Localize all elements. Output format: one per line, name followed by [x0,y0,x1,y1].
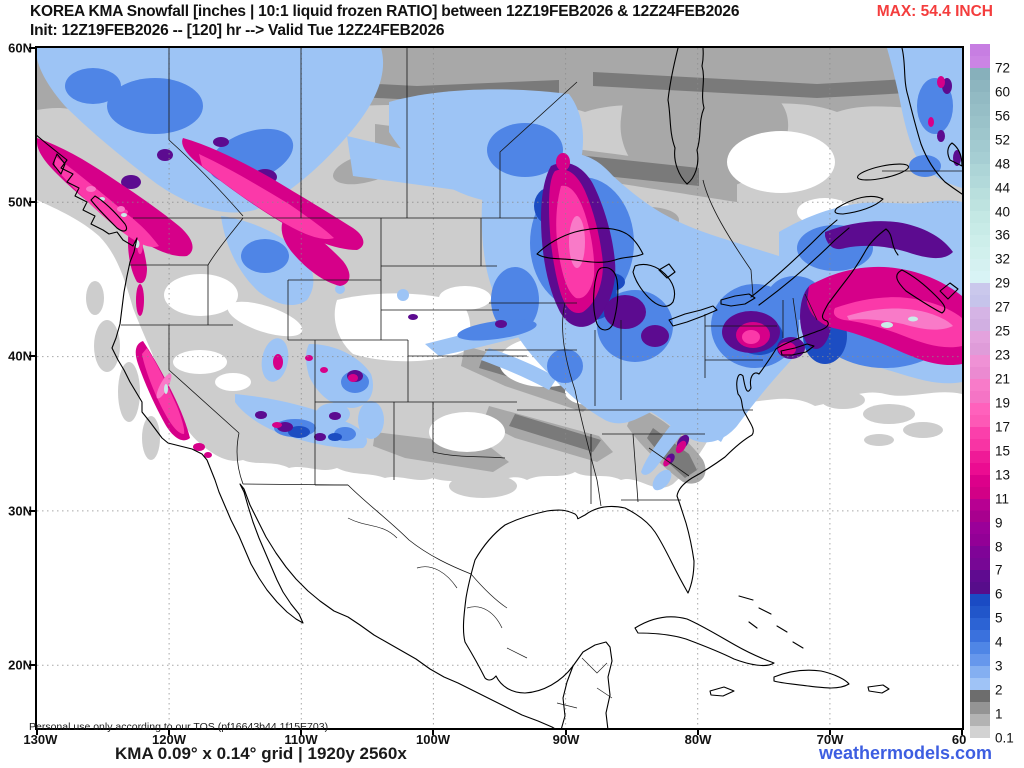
colorbar-label-11: 11 [995,491,1010,507]
colorbar-label-9: 9 [995,515,1003,531]
lon-tick [829,728,831,735]
colorbar-label-36: 36 [995,227,1011,243]
colorbar-label-44: 44 [995,180,1011,196]
lon-label-80W: 80W [684,732,712,747]
colorbar-segment-11-13 [970,474,990,499]
lat-tick [29,47,36,49]
colorbar-label-32: 32 [995,251,1011,267]
colorbar-segment-29-32 [970,259,990,284]
colorbar-segment-0.1-1 [970,713,990,738]
page-title: KOREA KMA Snowfall [inches | 10:1 liquid… [30,3,740,20]
lon-tick [300,728,302,735]
colorbar-label-15: 15 [995,443,1011,459]
colorbar-label-27: 27 [995,299,1011,315]
lat-label-50N: 50N [8,194,32,210]
state-borders-layer [121,48,962,575]
coastlines-layer [37,48,962,728]
colorbar-segment-3-4 [970,642,990,666]
colorbar-label-72: 72 [995,60,1011,76]
colorbar-segment-44-48 [970,163,990,188]
colorbar-segment-19-21 [970,378,990,403]
lat-label-30N: 30N [8,503,32,519]
lat-tick [29,664,36,666]
colorbar-segment-60-72 [970,67,990,92]
lon-tick [36,728,38,735]
colorbar-label-13: 13 [995,467,1011,483]
graticule-layer [37,48,962,728]
colorbar-label-2: 2 [995,682,1003,698]
colorbar-label-29: 29 [995,275,1011,291]
colorbar-label-5: 5 [995,610,1003,626]
colorbar-label-19: 19 [995,395,1011,411]
colorbar-segment-40-44 [970,187,990,212]
colorbar-label-40: 40 [995,204,1011,220]
colorbar-segment-8-9 [970,522,990,547]
lon-label-90W: 90W [552,732,580,747]
colorbar-label-6: 6 [995,586,1003,602]
colorbar-segment-7-8 [970,546,990,571]
colorbar-segment-32-36 [970,235,990,260]
lat-tick [29,510,36,512]
snow-light-pink-layer [86,186,953,399]
colorbar-segment-1-2 [970,689,990,714]
colorbar-segment-56-60 [970,91,990,116]
lat-label-60N: 60N [8,40,32,56]
lon-tick [432,728,434,735]
colorbar-segment-4-5 [970,618,990,643]
colorbar-label-48: 48 [995,156,1011,172]
colorbar-label-25: 25 [995,323,1011,339]
lon-label-70W: 70W [816,732,844,747]
colorbar-label-4: 4 [995,634,1003,650]
colorbar-segment-25-27 [970,307,990,332]
lat-label-40N: 40N [8,348,32,364]
lon-label-60: 60 [951,732,967,747]
lon-tick [961,728,963,735]
map-svg [37,48,962,728]
colorbar-label-1: 1 [995,706,1003,722]
lon-label-110W: 110W [284,732,318,747]
colorbar-label-56: 56 [995,108,1011,124]
tos-watermark: Personal use only according to our TOS (… [29,721,329,733]
colorbar-segment-15-17 [970,426,990,451]
colorbar-label-8: 8 [995,539,1003,555]
snowfall-map [35,46,964,730]
colorbar-label-23: 23 [995,347,1011,363]
colorbar-label-60: 60 [995,84,1011,100]
lon-label-120W: 120W [152,732,186,747]
colorbar-segment-52-56 [970,115,990,140]
lon-tick [697,728,699,735]
lat-tick [29,355,36,357]
lon-label-130W: 130W [23,732,58,747]
colorbar [970,44,990,738]
colorbar-label-3: 3 [995,658,1003,674]
lat-tick [29,201,36,203]
mexico-borders-layer [347,517,613,709]
colorbar-label-17: 17 [995,419,1011,435]
colorbar-segment-13-15 [970,450,990,475]
colorbar-segment-17-19 [970,402,990,427]
colorbar-label-52: 52 [995,132,1011,148]
colorbar-segment-6-7 [970,570,990,595]
colorbar-segment-48-52 [970,139,990,164]
colorbar-segment->72 [970,44,990,68]
colorbar-label-7: 7 [995,562,1003,578]
colorbar-segment-2-3 [970,665,990,690]
lat-label-20N: 20N [8,657,32,673]
lon-tick [168,728,170,735]
colorbar-segment-23-25 [970,331,990,355]
colorbar-segment-5-6 [970,594,990,619]
grid-info-label: KMA 0.09° x 0.14° grid | 1920y 2560x [115,744,407,763]
init-valid-line: Init: 12Z19FEB2026 -- [120] hr --> Valid… [30,22,445,39]
lon-tick [565,728,567,735]
colorbar-segment-27-29 [970,283,990,308]
colorbar-segment-36-40 [970,211,990,236]
colorbar-label-21: 21 [995,371,1011,387]
max-value-label: MAX: 54.4 INCH [876,3,993,20]
weathermodels-link[interactable]: weathermodels.com [818,743,992,763]
colorbar-segment-9-11 [970,498,990,523]
colorbar-label-0.1: 0.1 [995,730,1014,746]
colorbar-segment-21-23 [970,354,990,379]
lon-label-100W: 100W [416,732,450,747]
